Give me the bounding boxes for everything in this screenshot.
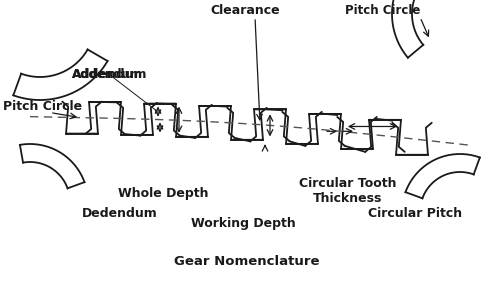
Text: Pitch Circle: Pitch Circle — [345, 4, 420, 17]
Text: Working Depth: Working Depth — [191, 217, 295, 230]
Text: Addendum: Addendum — [72, 69, 143, 81]
Text: Clearance: Clearance — [210, 4, 280, 17]
Text: Circular Pitch: Circular Pitch — [368, 207, 462, 220]
Text: Dedendum: Dedendum — [82, 207, 158, 220]
Text: Whole Depth: Whole Depth — [118, 187, 208, 200]
Text: Pitch Circle: Pitch Circle — [3, 100, 82, 113]
Text: Gear Nomenclature: Gear Nomenclature — [174, 255, 320, 268]
Text: Circular Tooth
Thickness: Circular Tooth Thickness — [299, 177, 397, 205]
Text: Addendum: Addendum — [72, 69, 148, 81]
